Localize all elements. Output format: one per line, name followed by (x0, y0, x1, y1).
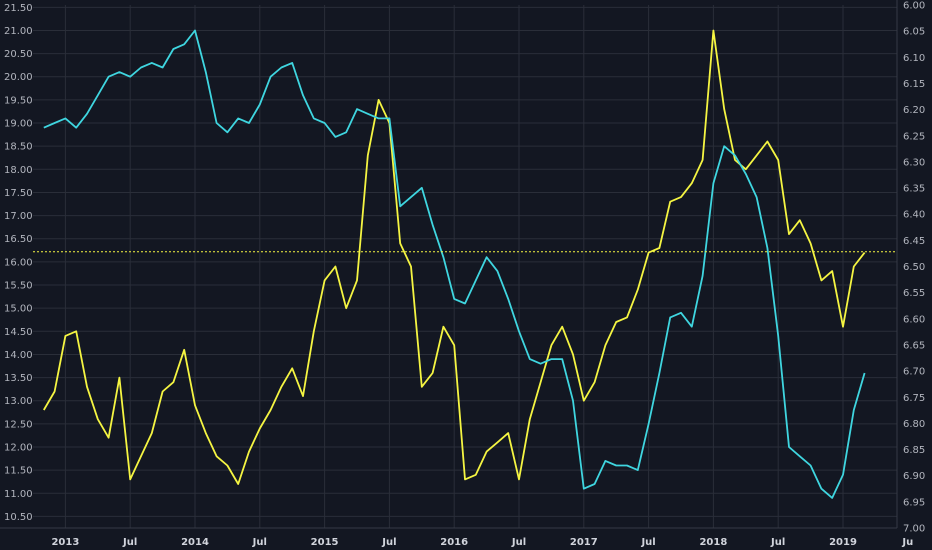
left-tick-label: 12.50 (4, 419, 33, 430)
right-tick-label: 6.55 (903, 288, 925, 299)
right-tick-label: 6.45 (903, 236, 925, 247)
left-tick-label: 11.00 (4, 489, 33, 500)
series-line-1 (43, 29, 866, 485)
left-tick-label: 14.50 (4, 327, 33, 338)
right-tick-label: 6.30 (903, 157, 925, 168)
left-tick-label: 21.00 (4, 26, 33, 37)
right-tick-label: 6.60 (903, 314, 925, 325)
right-tick-label: 6.40 (903, 210, 925, 221)
time-tick-label: Jul (770, 537, 785, 548)
time-tick-label: Jul (252, 537, 267, 548)
right-tick-label: 6.65 (903, 340, 925, 351)
right-tick-label: 6.10 (903, 53, 925, 64)
time-tick-label: 2019 (829, 537, 857, 548)
right-tick-label: 6.50 (903, 262, 925, 273)
left-tick-label: 18.50 (4, 142, 33, 153)
left-tick-label: 13.00 (4, 396, 33, 407)
left-tick-label: 19.50 (4, 95, 33, 106)
right-tick-label: 7.00 (903, 524, 925, 535)
left-tick-label: 16.50 (4, 234, 33, 245)
right-tick-label: 6.05 (903, 27, 925, 38)
time-axis: 2013 Jul 2014 Jul 2015 Jul 2016 Jul 2017 Jul 2018 J… (51, 537, 913, 548)
left-tick-label: 13.50 (4, 373, 33, 384)
time-tick-label: Jul (381, 537, 396, 548)
right-tick-label: 6.25 (903, 131, 925, 142)
right-tick-label: 6.80 (903, 419, 925, 430)
left-tick-label: 20.50 (4, 49, 33, 60)
right-tick-label: 6.15 (903, 79, 925, 90)
right-tick-label: 6.70 (903, 367, 925, 378)
time-tick-label: 2014 (181, 537, 209, 548)
time-tick-label: 2016 (440, 537, 468, 548)
left-tick-label: 21.50 (4, 3, 33, 14)
left-tick-label: 20.00 (4, 72, 33, 83)
right-tick-label: 6.90 (903, 471, 925, 482)
series-line-2 (43, 29, 866, 499)
grid (0, 0, 898, 529)
left-tick-label: 19.00 (4, 119, 33, 130)
left-tick-label: 10.50 (4, 512, 33, 523)
left-tick-label: 17.50 (4, 188, 33, 199)
left-tick-label: 15.00 (4, 304, 33, 315)
right-tick-label: 6.85 (903, 445, 925, 456)
time-tick-label: 2013 (51, 537, 79, 548)
left-axis: 10.50 11.00 11.50 12.00 12.50 13.00 13.50 14.00… (4, 3, 33, 523)
time-tick-label: Jul (511, 537, 526, 548)
time-tick-label: 2017 (570, 537, 598, 548)
left-tick-label: 14.00 (4, 350, 33, 361)
right-tick-label: 6.35 (903, 184, 925, 195)
left-tick-label: 12.00 (4, 443, 33, 454)
left-tick-label: 11.50 (4, 466, 33, 477)
left-tick-label: 15.50 (4, 281, 33, 292)
left-tick-label: 16.00 (4, 257, 33, 268)
time-tick-label: 2015 (311, 537, 339, 548)
left-tick-label: 18.00 (4, 165, 33, 176)
left-tick-label: 17.00 (4, 211, 33, 222)
time-tick-label: Ju (901, 537, 913, 548)
right-axis: 6.00 6.05 6.10 6.15 6.20 6.25 6.30 6.35 6.40 6.45… (903, 1, 925, 535)
time-tick-label: Jul (122, 537, 137, 548)
right-tick-label: 6.75 (903, 393, 925, 404)
plot-area (43, 29, 866, 499)
time-tick-label: 2018 (699, 537, 727, 548)
right-tick-label: 6.20 (903, 105, 925, 116)
right-tick-label: 6.95 (903, 497, 925, 508)
right-tick-label: 6.00 (903, 1, 925, 12)
time-tick-label: Jul (640, 537, 655, 548)
